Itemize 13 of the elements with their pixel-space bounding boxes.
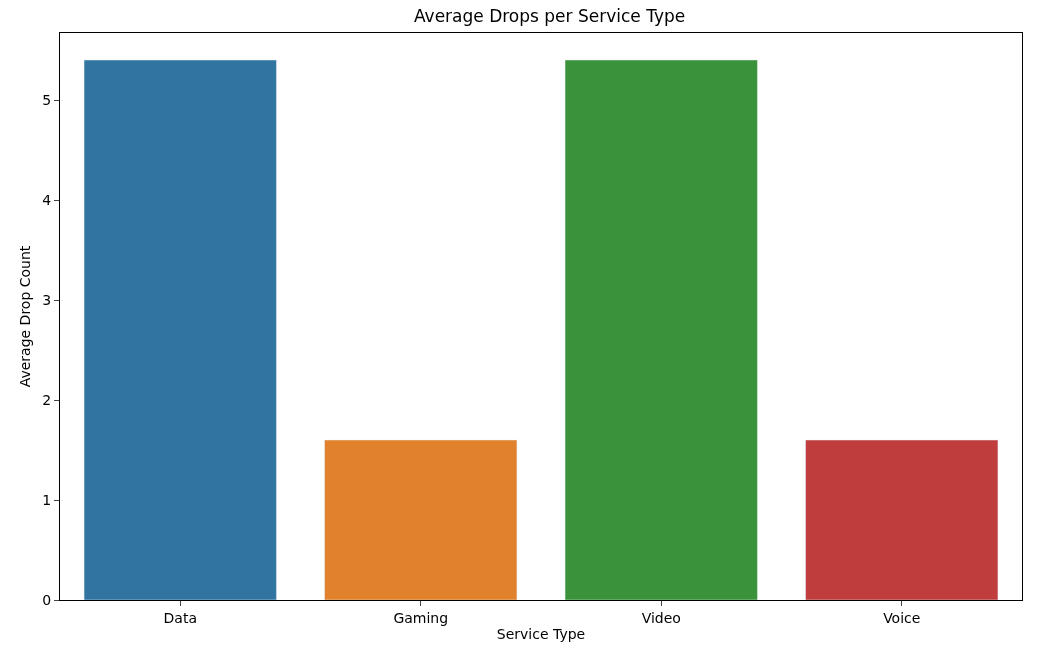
x-axis-title: Service Type xyxy=(496,626,586,643)
y-tick-label: 0 xyxy=(42,591,52,608)
x-tick-label: Voice xyxy=(883,609,921,626)
x-tick-label: Gaming xyxy=(393,609,449,626)
y-tick-label: 3 xyxy=(42,291,52,308)
y-tick-label: 5 xyxy=(42,91,52,108)
chart-title: Average Drops per Service Type xyxy=(413,5,686,26)
x-tick-label: Data xyxy=(163,609,197,626)
y-tick-label: 4 xyxy=(42,191,52,208)
y-tick-label: 1 xyxy=(42,491,52,508)
y-tick-label: 2 xyxy=(42,391,52,408)
y-axis-title: Average Drop Count xyxy=(16,245,33,388)
x-tick-label: Video xyxy=(641,609,681,626)
